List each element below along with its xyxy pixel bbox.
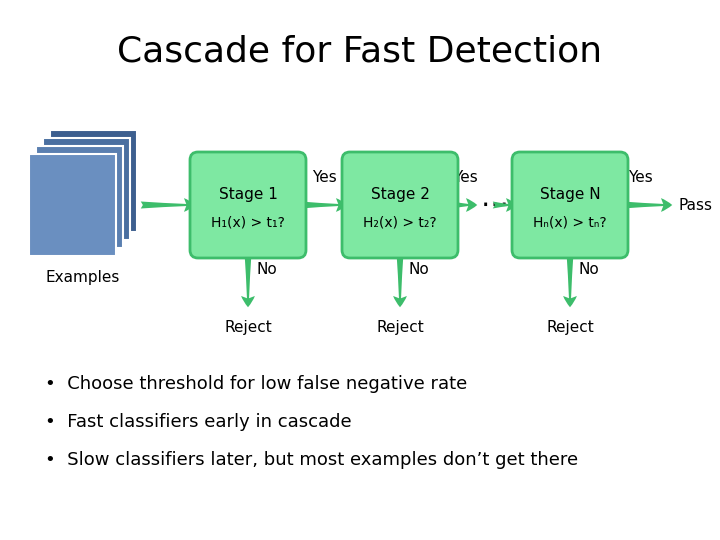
Text: •  Choose threshold for low false negative rate: • Choose threshold for low false negativ… <box>45 375 467 393</box>
FancyBboxPatch shape <box>190 152 306 258</box>
Text: H₂(x) > t₂?: H₂(x) > t₂? <box>363 216 437 230</box>
Text: Hₙ(x) > tₙ?: Hₙ(x) > tₙ? <box>534 216 607 230</box>
Text: No: No <box>578 262 599 278</box>
Text: Yes: Yes <box>453 170 477 185</box>
FancyBboxPatch shape <box>342 152 458 258</box>
Text: H₁(x) > t₁?: H₁(x) > t₁? <box>211 216 285 230</box>
FancyBboxPatch shape <box>36 146 123 248</box>
Text: Yes: Yes <box>312 170 336 185</box>
Text: Cascade for Fast Detection: Cascade for Fast Detection <box>117 35 603 69</box>
FancyBboxPatch shape <box>512 152 628 258</box>
Text: No: No <box>408 262 428 278</box>
Text: Yes: Yes <box>628 170 652 185</box>
Text: Examples: Examples <box>46 270 120 285</box>
Text: ⋯: ⋯ <box>481 191 509 219</box>
Text: Reject: Reject <box>546 320 594 335</box>
FancyBboxPatch shape <box>43 138 130 240</box>
Text: Pass: Pass <box>678 198 712 213</box>
Text: No: No <box>256 262 276 278</box>
FancyBboxPatch shape <box>29 154 116 256</box>
Text: Stage N: Stage N <box>540 187 600 202</box>
Text: Reject: Reject <box>224 320 272 335</box>
Text: Stage 1: Stage 1 <box>219 187 277 202</box>
Text: •  Fast classifiers early in cascade: • Fast classifiers early in cascade <box>45 413 351 431</box>
FancyBboxPatch shape <box>50 130 137 232</box>
Text: •  Slow classifiers later, but most examples don’t get there: • Slow classifiers later, but most examp… <box>45 451 578 469</box>
Text: Stage 2: Stage 2 <box>371 187 429 202</box>
Text: Reject: Reject <box>376 320 424 335</box>
